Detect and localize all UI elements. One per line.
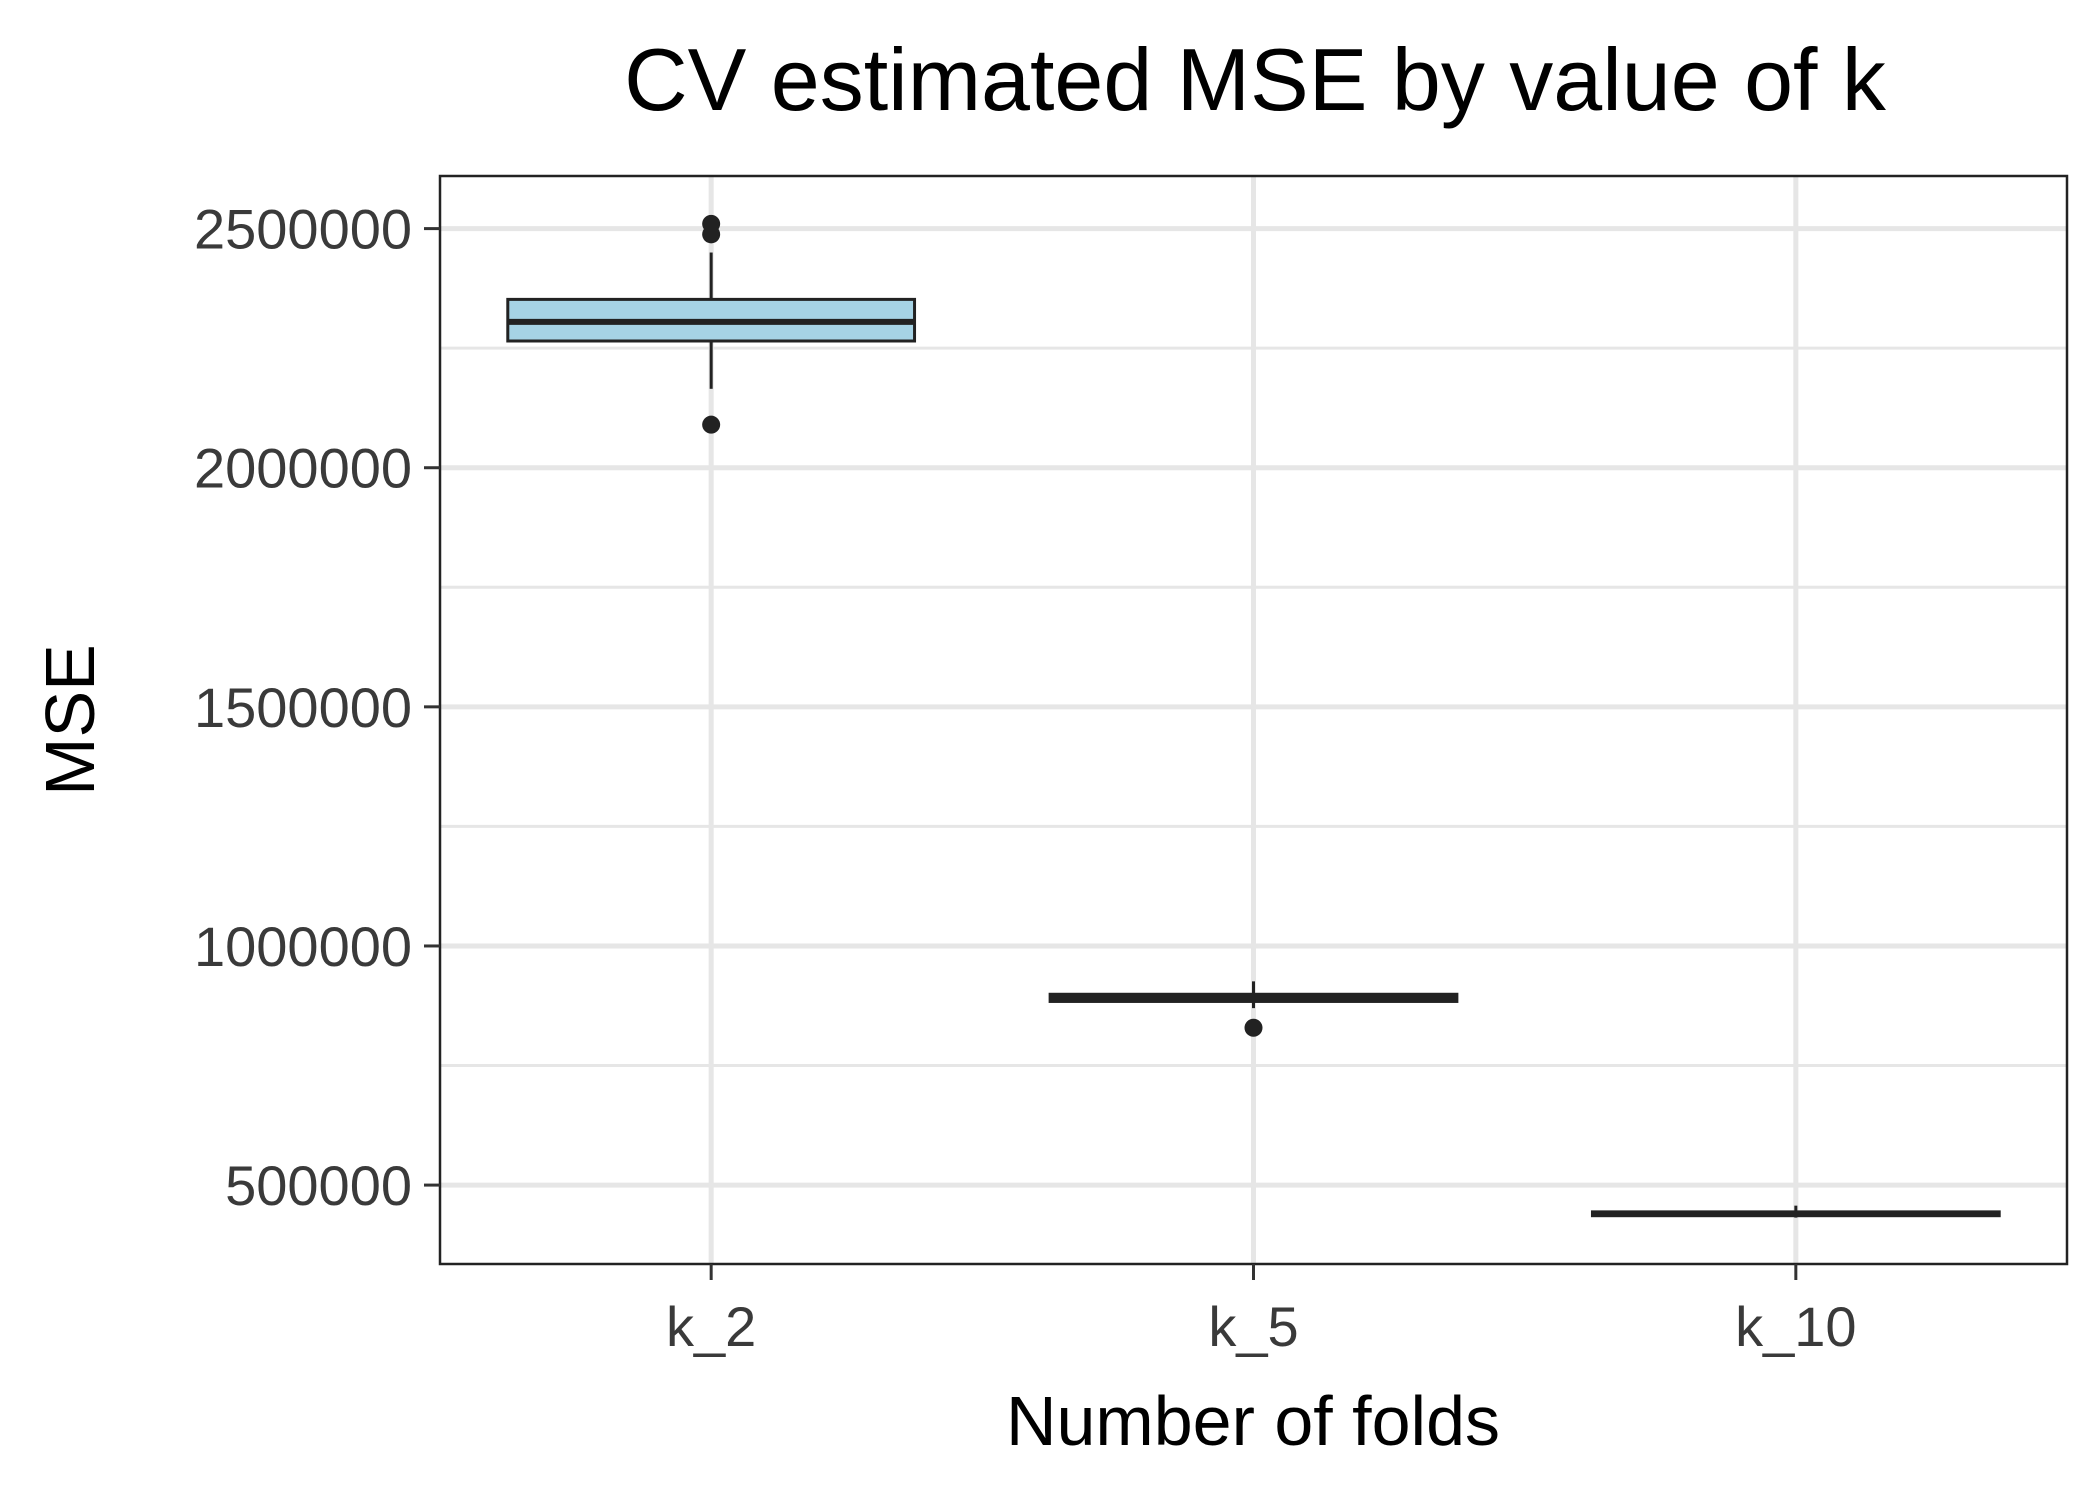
chart-title: CV estimated MSE by value of k <box>624 30 1887 129</box>
y-tick-label: 500000 <box>225 1154 412 1217</box>
x-tick-label-k_10: k_10 <box>1735 1295 1856 1358</box>
x-axis-title: Number of folds <box>1006 1382 1500 1460</box>
y-tick-label: 1500000 <box>194 676 412 739</box>
x-tick-label-k_5: k_5 <box>1208 1295 1298 1358</box>
box-k_2 <box>506 214 917 434</box>
x-axis: k_2 k_5 k_10 <box>666 1264 1857 1358</box>
grid <box>440 176 2067 1264</box>
box-k_5 <box>1048 981 1459 1037</box>
boxes <box>506 214 2001 1218</box>
y-tick-label: 2000000 <box>194 437 412 500</box>
y-tick-label: 2500000 <box>194 198 412 261</box>
outlier-point <box>702 415 721 434</box>
x-tick-label-k_2: k_2 <box>666 1295 756 1358</box>
y-axis: 500000 1000000 1500000 2000000 2500000 <box>194 198 440 1217</box>
box-k_10 <box>1590 1205 2001 1218</box>
outlier-point <box>702 214 721 233</box>
outlier-point <box>1244 1018 1263 1037</box>
y-tick-label: 1000000 <box>194 915 412 978</box>
y-axis-title: MSE <box>31 644 109 796</box>
